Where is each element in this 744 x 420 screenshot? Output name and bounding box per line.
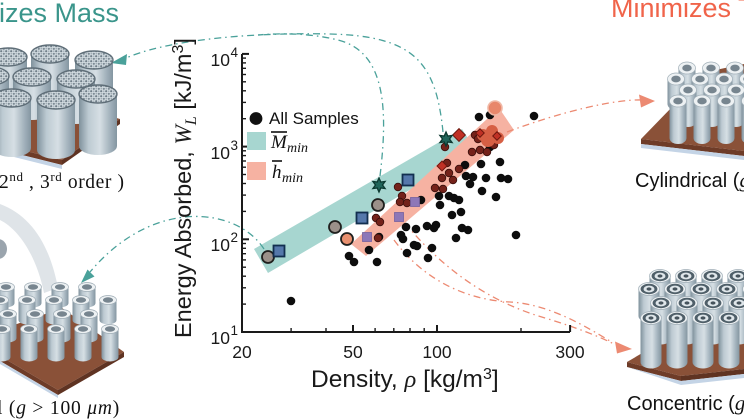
svg-text:h: h (272, 162, 282, 183)
svg-text:20: 20 (232, 342, 252, 362)
svg-text:Minimizes Mass: Minimizes Mass (0, 0, 119, 28)
svg-text:10: 10 (211, 328, 231, 348)
svg-text:1: 1 (231, 323, 239, 338)
svg-text:2: 2 (231, 230, 239, 245)
svg-text:Minimizes Thickness: Minimizes Thickness (611, 0, 744, 23)
svg-text:Concentric (g,: Concentric (g, (627, 391, 744, 415)
svg-text:All Samples: All Samples (269, 109, 359, 128)
svg-text:Density, ρ [kg/m3]: Density, ρ [kg/m3] (311, 366, 499, 393)
svg-text:Energy Absorbed, WL [kJ/m3]: Energy Absorbed, WL [kJ/m3] (170, 38, 200, 338)
svg-text:10: 10 (211, 143, 231, 163)
svg-text:100: 100 (422, 342, 451, 362)
svg-text:300: 300 (555, 342, 584, 362)
svg-text:3: 3 (231, 138, 239, 153)
svg-text:10: 10 (211, 235, 231, 255)
svg-text:M: M (270, 132, 288, 153)
svg-text:Cylindrical (g: Cylindrical (g (635, 168, 744, 192)
svg-text:4: 4 (231, 45, 239, 60)
svg-text:min: min (282, 171, 303, 186)
svg-text:2nd , 3rd order ): 2nd , 3rd order ) (0, 169, 125, 193)
svg-text:50: 50 (343, 342, 363, 362)
svg-text:l (g > 100 μm): l (g > 100 μm) (0, 398, 120, 419)
svg-text:10: 10 (211, 50, 231, 70)
svg-text:min: min (287, 141, 308, 156)
